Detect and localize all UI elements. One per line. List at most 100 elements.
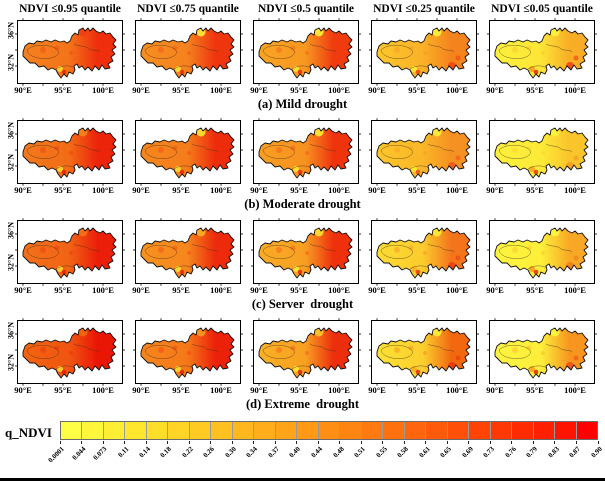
x-axis-label: 100°E — [92, 385, 114, 395]
x-axis-label: 100°E — [446, 85, 468, 95]
colorbar-tickmark — [124, 441, 126, 444]
x-axis-label: 90°E — [14, 185, 32, 195]
x-axis-label: 90°E — [368, 85, 386, 95]
map-plot — [369, 18, 479, 86]
x-axis-labels: 90°E 95°E 100°E — [486, 285, 598, 297]
x-axis-label: 100°E — [328, 285, 350, 295]
column-header: NDVI ≤0.75 quantile — [137, 3, 239, 15]
x-axis-label: 95°E — [290, 285, 308, 295]
y-axis-label: 36°N — [6, 122, 16, 139]
colorbar-cell — [168, 422, 190, 439]
x-axis-label: 100°E — [210, 185, 232, 195]
x-axis-label: 95°E — [54, 85, 72, 95]
colorbar-tickmark — [554, 441, 556, 444]
x-axis-label: 95°E — [408, 285, 426, 295]
x-axis-label: 95°E — [526, 385, 544, 395]
maps-row: 36°N 32°N 90°E 95°E 100°E 90°E 95°E 100°E 90°E 95… — [0, 18, 605, 97]
colorbar-tickmark — [253, 441, 255, 444]
maps-row: 36°N 32°N 90°E 95°E 100°E 90°E 95°E 100°E 90°E 95… — [0, 318, 605, 397]
x-axis-label: 95°E — [172, 285, 190, 295]
x-axis-label: 95°E — [290, 85, 308, 95]
map-panel: 90°E 95°E 100°E — [368, 18, 480, 97]
colorbar-tick-label: 0.30 — [223, 445, 238, 460]
x-axis-labels: 90°E 95°E 100°E — [250, 85, 362, 97]
map-plot — [133, 118, 243, 186]
x-axis-label: 90°E — [486, 285, 504, 295]
colorbar-tickmark — [575, 441, 577, 444]
map-rows: 36°N 32°N 90°E 95°E 100°E 90°E 95°E 100°E 90°E 95… — [0, 18, 605, 412]
x-axis-label: 90°E — [132, 385, 150, 395]
x-axis-label: 90°E — [132, 285, 150, 295]
colorbar-tickmark — [489, 441, 491, 444]
x-axis-labels: 90°E 95°E 100°E — [14, 185, 126, 197]
x-axis-labels: 90°E 95°E 100°E — [368, 85, 480, 97]
x-axis-labels: 90°E 95°E 100°E — [368, 285, 480, 297]
x-axis-label: 90°E — [368, 285, 386, 295]
x-axis-label: 90°E — [14, 385, 32, 395]
x-axis-label: 100°E — [328, 385, 350, 395]
x-axis-labels: 90°E 95°E 100°E — [368, 385, 480, 397]
column-header: NDVI ≤0.95 quantile — [19, 3, 121, 15]
map-plot — [487, 318, 597, 386]
map-panel: 90°E 95°E 100°E — [132, 118, 244, 197]
y-axis-label: 36°N — [6, 222, 16, 239]
map-panel: 90°E 95°E 100°E — [486, 118, 598, 197]
y-axis-label: 32°N — [6, 54, 16, 71]
colorbar-cell — [254, 422, 276, 439]
x-axis-label: 95°E — [172, 185, 190, 195]
colorbar-cell — [103, 422, 126, 439]
colorbar-cell — [232, 422, 255, 439]
map-plot — [15, 218, 125, 286]
colorbar-tick-label: 0.51 — [352, 445, 367, 460]
map-plot — [369, 218, 479, 286]
colorbar-cell — [211, 422, 233, 439]
x-axis-label: 100°E — [446, 185, 468, 195]
x-axis-label: 95°E — [408, 385, 426, 395]
row-caption: (a) Mild drought — [257, 97, 348, 111]
map-panel: 90°E 95°E 100°E — [132, 318, 244, 397]
x-axis-labels: 90°E 95°E 100°E — [132, 385, 244, 397]
x-axis-label: 100°E — [564, 285, 586, 295]
colorbar-cell — [533, 422, 556, 439]
colorbar-tick-label: 0.34 — [245, 445, 260, 460]
colorbar-cell — [383, 422, 405, 439]
map-plot — [15, 18, 125, 86]
x-axis-label: 100°E — [92, 185, 114, 195]
map-panel: 90°E 95°E 100°E — [368, 318, 480, 397]
colorbar-label: q_NDVI — [5, 425, 52, 440]
map-plot — [369, 318, 479, 386]
colorbar-tick-label: 0.40 — [288, 445, 303, 460]
map-plot — [487, 118, 597, 186]
colorbar-tickmark — [188, 441, 190, 444]
colorbar-tickmark — [511, 441, 513, 444]
x-axis-label: 90°E — [486, 385, 504, 395]
x-axis-label: 100°E — [328, 85, 350, 95]
colorbar-tick-label: 0.073 — [91, 445, 109, 462]
x-axis-labels: 90°E 95°E 100°E — [486, 385, 598, 397]
colorbar-tickmark — [446, 441, 448, 444]
colorbar-tickmark — [231, 441, 233, 444]
colorbar-tick-label: 0.18 — [158, 445, 174, 460]
x-axis-label: 100°E — [564, 85, 586, 95]
map-panel: 90°E 95°E 100°E — [250, 18, 362, 97]
colorbar — [60, 421, 598, 440]
x-axis-labels: 90°E 95°E 100°E — [250, 185, 362, 197]
colorbar-tick-label: 0.14 — [137, 445, 152, 460]
x-axis-labels: 90°E 95°E 100°E — [14, 285, 126, 297]
map-panel: 36°N 32°N 90°E 95°E 100°E — [7, 18, 126, 97]
colorbar-section: q_NDVI 0.0001 0.044 0.073 0.11 0.14 0.18 0.22 0… — [0, 418, 605, 470]
map-plot — [15, 318, 125, 386]
x-axis-label: 95°E — [290, 385, 308, 395]
colorbar-tickmark — [360, 441, 362, 444]
colorbar-tickmark — [210, 441, 212, 444]
y-axis-label: 32°N — [6, 154, 16, 171]
colorbar-tickmark — [597, 441, 599, 444]
map-plot — [133, 318, 243, 386]
x-axis-labels: 90°E 95°E 100°E — [14, 385, 126, 397]
map-panel: 90°E 95°E 100°E — [250, 318, 362, 397]
colorbar-cell — [275, 422, 298, 439]
row-caption: (c) Server drought — [251, 297, 354, 311]
colorbar-tick-label: 0.76 — [503, 445, 518, 460]
colorbar-tickmark — [425, 441, 427, 444]
column-header: NDVI ≤0.05 quantile — [491, 3, 593, 15]
